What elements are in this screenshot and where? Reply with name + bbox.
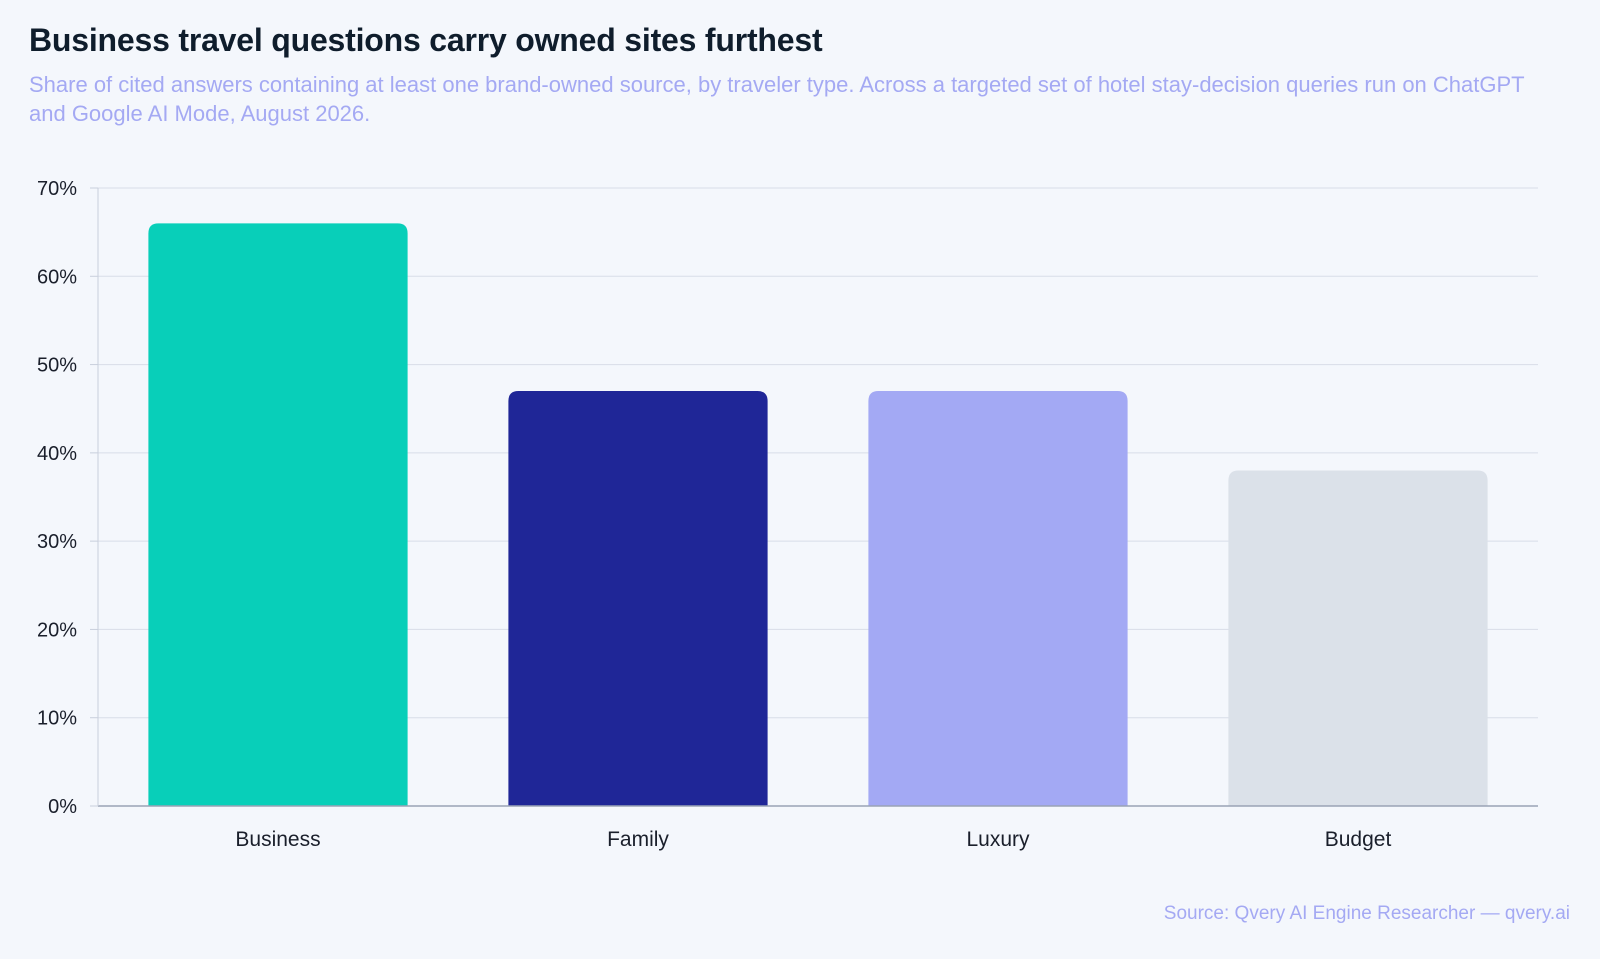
y-tick-label: 30% — [37, 531, 77, 553]
y-tick-label: 0% — [48, 796, 77, 818]
x-axis-ticks: Business Family Luxury Budget — [235, 828, 1391, 851]
y-tick-label: 70% — [37, 178, 77, 200]
y-axis-ticks: 0% 10% 20% 30% 40% 50% 60% 70% — [37, 178, 77, 818]
bars — [148, 223, 1488, 807]
y-tick-label: 40% — [37, 443, 77, 465]
y-tick-label: 60% — [37, 266, 77, 288]
x-tick-label: Budget — [1325, 828, 1392, 851]
y-tick-label: 20% — [37, 619, 77, 641]
source-note: Source: Qvery AI Engine Researcher — qve… — [1163, 903, 1570, 924]
chart-title: Business travel questions carry owned si… — [29, 22, 823, 58]
x-tick-label: Luxury — [966, 828, 1030, 851]
bar-luxury — [868, 391, 1128, 806]
x-tick-label: Business — [235, 828, 320, 851]
bar-budget — [1228, 470, 1488, 806]
y-tick-label: 50% — [37, 355, 77, 377]
chart-subtitle: Share of cited answers containing at lea… — [29, 72, 1525, 126]
y-tick-label: 10% — [37, 708, 77, 730]
bar-family — [508, 391, 768, 806]
x-tick-label: Family — [607, 828, 669, 851]
bar-business — [148, 223, 408, 807]
